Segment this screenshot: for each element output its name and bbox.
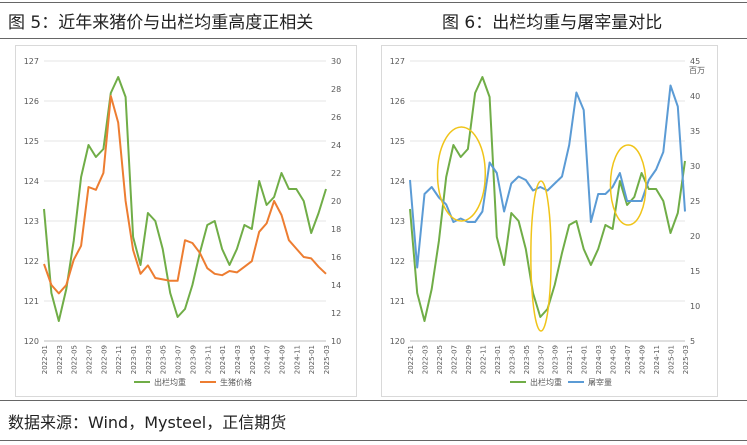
series-line xyxy=(43,95,327,295)
x-tick-label: 2022-05 xyxy=(71,345,79,374)
x-tick-label: 2023-03 xyxy=(508,345,516,374)
y-right-tick-label: 15 xyxy=(690,267,700,276)
y-left-tick-label: 125 xyxy=(24,137,39,146)
x-tick-label: 2022-09 xyxy=(100,345,108,374)
y-right-tick-label: 12 xyxy=(331,309,341,318)
x-tick-label: 2023-01 xyxy=(494,345,502,374)
y-left-tick-label: 122 xyxy=(24,257,39,266)
weight-vs-price-chart: 120 121 122 123 124 125 126 127 10 12 14 16 18 20 22 24… xyxy=(24,57,341,387)
highlight-ellipse xyxy=(609,144,647,226)
data-source-note: 数据来源：Wind，Mysteel，正信期货 xyxy=(8,413,287,432)
y-left-tick-label: 124 xyxy=(390,177,405,186)
title-rule xyxy=(0,38,747,39)
x-tick-label: 2024-07 xyxy=(624,345,632,374)
x-tick-label: 2024-11 xyxy=(293,345,301,374)
bottom-rule xyxy=(0,440,747,441)
y-right-tick-label: 14 xyxy=(331,281,341,290)
highlight-ellipse xyxy=(530,180,552,332)
legend-label: 生猪价格 xyxy=(220,377,252,387)
y-right-tick-label: 35 xyxy=(690,127,700,136)
x-tick-label: 2024-03 xyxy=(234,345,242,374)
y-right-tick-label: 30 xyxy=(331,57,341,66)
y-right-tick-label: 25 xyxy=(690,197,700,206)
x-tick-label: 2025-01 xyxy=(668,345,676,374)
x-tick-label: 2022-07 xyxy=(450,345,458,374)
y-left-tick-label: 121 xyxy=(390,297,405,306)
x-tick-label: 2025-03 xyxy=(323,345,331,374)
x-tick-label: 2022-03 xyxy=(421,345,429,374)
y-left-tick-label: 121 xyxy=(24,297,39,306)
y-right-tick-label: 10 xyxy=(690,302,700,311)
y-right-tick-label: 10 xyxy=(331,337,341,346)
y-right-tick-label: 40 xyxy=(690,92,700,101)
x-tick-label: 2024-09 xyxy=(639,345,647,374)
top-rule xyxy=(0,2,747,3)
y-left-tick-label: 120 xyxy=(390,337,405,346)
y-left-tick-label: 120 xyxy=(24,337,39,346)
x-tick-label: 2025-03 xyxy=(682,345,690,374)
right-figure-title: 图 6：出栏均重与屠宰量对比 xyxy=(442,13,663,33)
y-right-tick-label: 26 xyxy=(331,113,341,122)
x-tick-label: 2022-11 xyxy=(115,345,123,374)
legend-label: 出栏均重 xyxy=(154,377,186,387)
x-tick-label: 2023-07 xyxy=(175,345,183,374)
x-tick-label: 2023-05 xyxy=(523,345,531,374)
y-right-unit-label: 百万 xyxy=(689,66,705,75)
x-tick-label: 2022-09 xyxy=(465,345,473,374)
x-tick-label: 2022-05 xyxy=(436,345,444,374)
x-tick-label: 2023-11 xyxy=(204,345,212,374)
legend-label: 屠宰量 xyxy=(588,377,612,387)
weight-vs-slaughter-chart: 120 121 122 123 124 125 126 127 5 10 15 20 25 30 35 40 4… xyxy=(390,57,705,387)
x-tick-label: 2023-09 xyxy=(189,345,197,374)
left-figure-title: 图 5：近年来猪价与出栏均重高度正相关 xyxy=(8,13,314,33)
x-tick-label: 2024-01 xyxy=(219,345,227,374)
y-left-tick-label: 123 xyxy=(24,217,39,226)
series-line xyxy=(43,76,327,322)
y-right-tick-label: 30 xyxy=(690,162,700,171)
y-right-tick-label: 5 xyxy=(690,337,695,346)
x-tick-label: 2022-01 xyxy=(407,345,415,374)
x-tick-label: 2025-01 xyxy=(308,345,316,374)
x-tick-label: 2024-03 xyxy=(595,345,603,374)
x-tick-label: 2023-07 xyxy=(537,345,545,374)
y-left-tick-label: 125 xyxy=(390,137,405,146)
x-tick-label: 2023-09 xyxy=(552,345,560,374)
x-tick-label: 2023-03 xyxy=(145,345,153,374)
x-tick-label: 2022-11 xyxy=(479,345,487,374)
y-right-tick-label: 16 xyxy=(331,253,341,262)
x-tick-label: 2022-07 xyxy=(86,345,94,374)
y-left-tick-label: 122 xyxy=(390,257,405,266)
y-left-tick-label: 123 xyxy=(390,217,405,226)
x-tick-label: 2023-01 xyxy=(130,345,138,374)
x-tick-label: 2024-01 xyxy=(581,345,589,374)
y-right-tick-label: 28 xyxy=(331,85,341,94)
y-right-tick-label: 22 xyxy=(331,169,341,178)
y-right-tick-label: 20 xyxy=(331,197,341,206)
left-chart-panel: 120 121 122 123 124 125 126 127 10 12 14 16 18 20 22 24… xyxy=(15,45,357,397)
y-left-tick-label: 127 xyxy=(24,57,39,66)
legend-label: 出栏均重 xyxy=(530,377,562,387)
y-right-tick-label: 24 xyxy=(331,141,341,150)
x-tick-label: 2023-05 xyxy=(160,345,168,374)
series-line xyxy=(409,84,686,269)
x-tick-label: 2024-05 xyxy=(610,345,618,374)
x-tick-label: 2024-07 xyxy=(264,345,272,374)
footer-rule xyxy=(0,400,747,401)
y-left-tick-label: 127 xyxy=(390,57,405,66)
x-tick-label: 2022-01 xyxy=(41,345,49,374)
y-left-tick-label: 126 xyxy=(24,97,39,106)
right-chart-panel: 120 121 122 123 124 125 126 127 5 10 15 20 25 30 35 40 4… xyxy=(381,45,718,397)
y-right-tick-label: 20 xyxy=(690,232,700,241)
y-right-tick-label: 18 xyxy=(331,225,341,234)
y-right-tick-label: 45 xyxy=(690,57,700,66)
x-tick-label: 2024-09 xyxy=(278,345,286,374)
highlight-ellipse xyxy=(436,126,487,222)
x-tick-label: 2024-11 xyxy=(653,345,661,374)
x-tick-label: 2022-03 xyxy=(56,345,64,374)
y-left-tick-label: 126 xyxy=(390,97,405,106)
y-left-tick-label: 124 xyxy=(24,177,39,186)
x-tick-label: 2023-11 xyxy=(566,345,574,374)
x-tick-label: 2024-05 xyxy=(249,345,257,374)
